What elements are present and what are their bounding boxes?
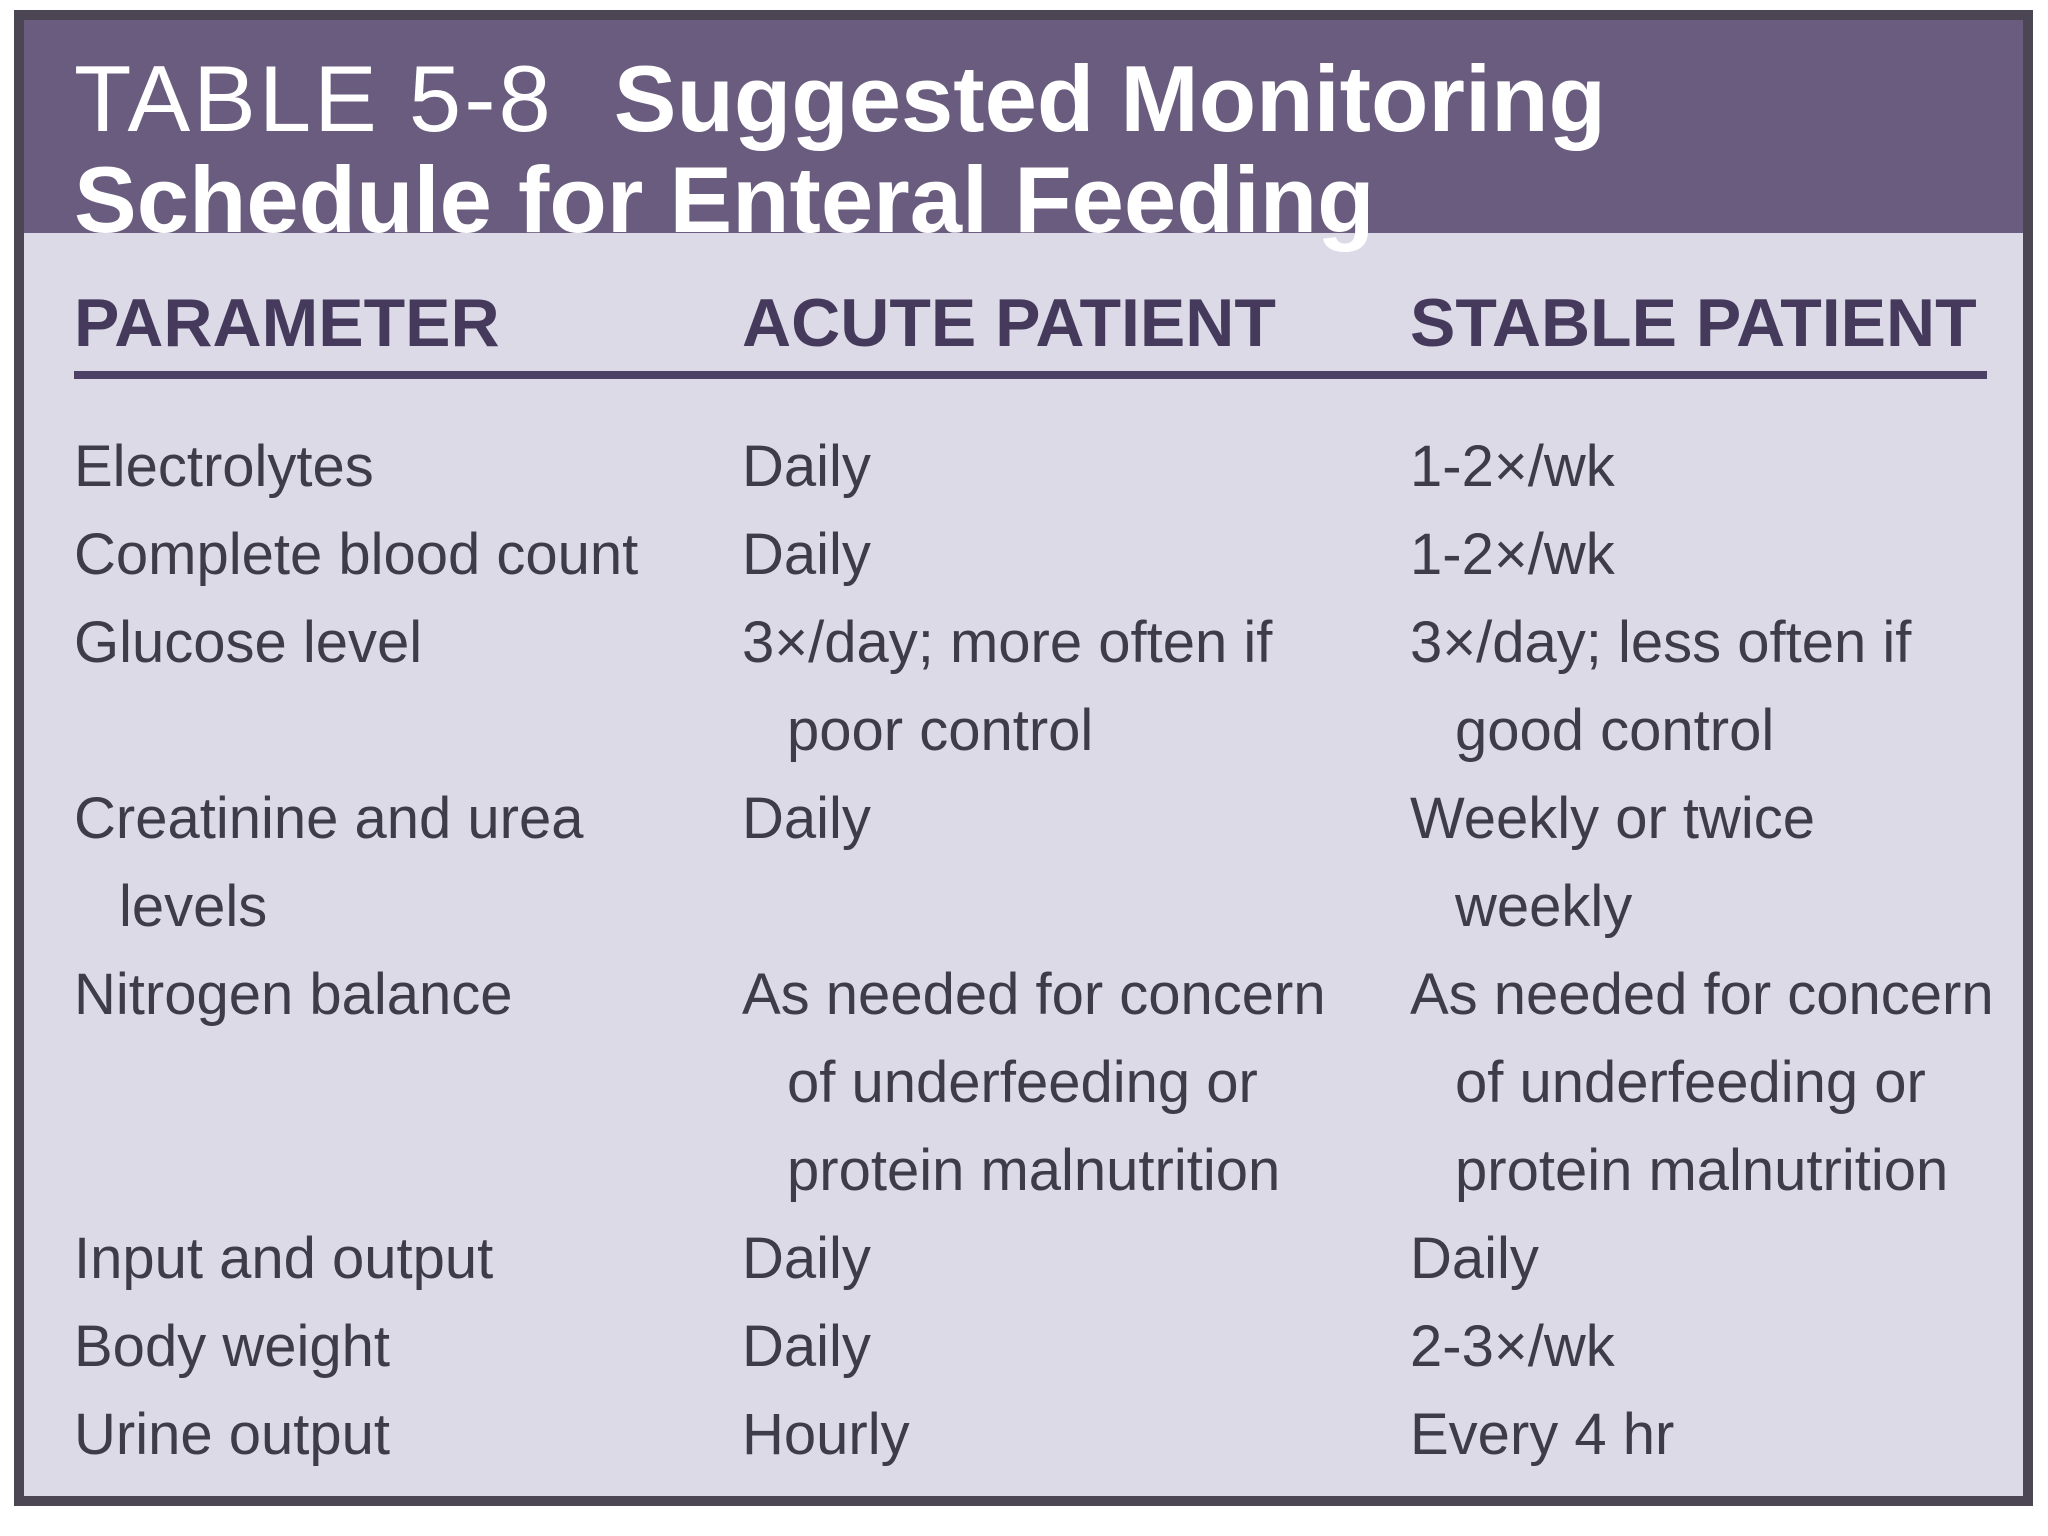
cell-parameter: Creatinine and urea levels	[74, 786, 584, 939]
cell-parameter: Nitrogen balance	[74, 962, 513, 1027]
column-header-stable-patient: STABLE PATIENT	[1410, 285, 1977, 361]
cell-stable-patient: 2-3×/wk	[1410, 1314, 1615, 1379]
cell-parameter: Complete blood count	[74, 522, 639, 587]
cell-parameter: Electrolytes	[74, 434, 374, 499]
table-body: PARAMETER ACUTE PATIENT STABLE PATIENT E…	[24, 233, 2023, 1479]
cell-parameter: Input and output	[74, 1226, 494, 1291]
header-rule	[74, 371, 1987, 379]
cell-stable-patient: As needed for concern of underfeeding or…	[1410, 962, 1994, 1203]
cell-acute-patient: Daily	[742, 1314, 871, 1379]
table-row: Glucose level 3×/day; more often if poor…	[74, 599, 1995, 775]
cell-acute-patient: 3×/day; more often if poor control	[742, 610, 1273, 763]
table-5-8: TABLE 5-8 Suggested Monitoring Schedule f…	[14, 10, 2033, 1506]
column-header-parameter: PARAMETER	[74, 285, 500, 361]
table-row: Nitrogen balance As needed for concern o…	[74, 951, 1995, 1215]
table-row: Creatinine and urea levels Daily Weekly …	[74, 775, 1995, 951]
column-header-acute-patient: ACUTE PATIENT	[742, 285, 1276, 361]
cell-stable-patient: 1-2×/wk	[1410, 522, 1615, 587]
cell-acute-patient: As needed for concern of underfeeding or…	[742, 962, 1326, 1203]
table-row: Body weight Daily 2-3×/wk	[74, 1303, 1995, 1391]
cell-stable-patient: 3×/day; less often if good control	[1410, 610, 1912, 763]
table-title-text: TABLE 5-8 Suggested Monitoring Schedule f…	[74, 48, 1854, 250]
cell-stable-patient: Weekly or twice weekly	[1410, 786, 1816, 939]
table-title-banner: TABLE 5-8 Suggested Monitoring Schedule f…	[24, 20, 2023, 250]
cell-parameter: Urine output	[74, 1402, 390, 1467]
table-row: Electrolytes Daily 1-2×/wk	[74, 423, 1995, 511]
cell-acute-patient: Daily	[742, 522, 871, 587]
table-title: Suggested Monitoring Schedule for Entera…	[74, 46, 1606, 252]
table-header-row: PARAMETER ACUTE PATIENT STABLE PATIENT	[74, 289, 1995, 357]
cell-acute-patient: Daily	[742, 786, 871, 851]
cell-stable-patient: Daily	[1410, 1226, 1539, 1291]
table-number: TABLE 5-8	[74, 46, 554, 151]
cell-acute-patient: Hourly	[742, 1402, 910, 1467]
table-row: Urine output Hourly Every 4 hr	[74, 1391, 1995, 1479]
table-row: Input and output Daily Daily	[74, 1215, 1995, 1303]
cell-parameter: Body weight	[74, 1314, 390, 1379]
cell-parameter: Glucose level	[74, 610, 423, 675]
cell-stable-patient: Every 4 hr	[1410, 1402, 1675, 1467]
cell-stable-patient: 1-2×/wk	[1410, 434, 1615, 499]
table-rows: Electrolytes Daily 1-2×/wk Complete bloo…	[74, 423, 1995, 1479]
cell-acute-patient: Daily	[742, 1226, 871, 1291]
table-row: Complete blood count Daily 1-2×/wk	[74, 511, 1995, 599]
cell-acute-patient: Daily	[742, 434, 871, 499]
